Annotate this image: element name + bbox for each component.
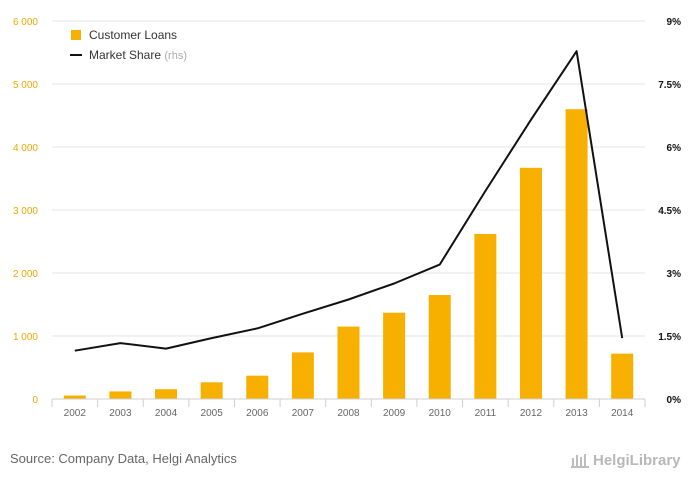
y-tick-label: 3 000 [13,206,38,217]
source-note: Source: Company Data, Helgi Analytics [10,451,237,466]
y2-tick-label: 3% [667,269,682,280]
y2-tick-label: 9% [667,17,682,28]
x-tick-label: 2012 [520,408,543,419]
legend-label-customer-loans: Customer Loans [89,28,177,42]
x-tick-label: 2003 [109,408,132,419]
x-tick-label: 2004 [155,408,178,419]
bar-customer-loans [200,382,223,399]
bar-customer-loans [337,326,360,399]
x-tick-label: 2006 [246,408,269,419]
x-tick-label: 2005 [201,408,224,419]
x-tick-label: 2008 [337,408,360,419]
bar-customer-loans [383,312,406,399]
legend-label-market-share: Market Share (rhs) [89,48,187,62]
combo-chart: 0 1 000 2 000 3 000 4 000 5 000 6 000 0% 1.5% 3% 4… [13,17,682,419]
brand-name: HelgiLibrary [593,451,681,469]
bar-customer-loans [291,352,314,399]
bar-customer-loans [63,395,86,399]
legend-swatch-customer-loans [71,30,81,40]
bar-customer-loans [565,109,588,399]
y-tick-label: 2 000 [13,269,38,280]
bar-customer-loans [109,391,132,399]
y2-tick-label: 0% [667,395,682,406]
brand-logo: HelgiLibrary [570,449,681,471]
y-tick-label: 6 000 [13,17,38,28]
x-tick-label: 2013 [565,408,588,419]
bar-customer-loans [474,233,497,399]
y2-tick-label: 7.5% [658,80,681,91]
y-tick-label: 1 000 [13,332,38,343]
x-tick-label: 2011 [475,408,497,419]
bar-customer-loans [611,353,634,399]
y2-tick-label: 1.5% [658,332,681,343]
x-tick-label: 2007 [292,408,315,419]
x-tick-label: 2010 [429,408,452,419]
y2-tick-label: 4.5% [658,206,681,217]
y-tick-label: 5 000 [13,80,38,91]
x-tick-label: 2009 [383,408,406,419]
legend-market-share-name: Market Share [89,48,164,62]
y-tick-label: 4 000 [13,143,38,154]
bar-customer-loans [246,375,269,399]
line-market-share [74,50,624,352]
y2-tick-label: 6% [667,143,682,154]
bar-customer-loans [519,167,542,399]
x-tick-label: 2014 [611,408,634,419]
bar-customer-loans [155,389,178,399]
bar-customer-loans [428,295,451,399]
library-building-icon [570,451,590,469]
x-tick-label: 2002 [64,408,87,419]
y-tick-label: 0 [32,395,38,406]
legend-market-share-suffix: (rhs) [164,50,187,62]
